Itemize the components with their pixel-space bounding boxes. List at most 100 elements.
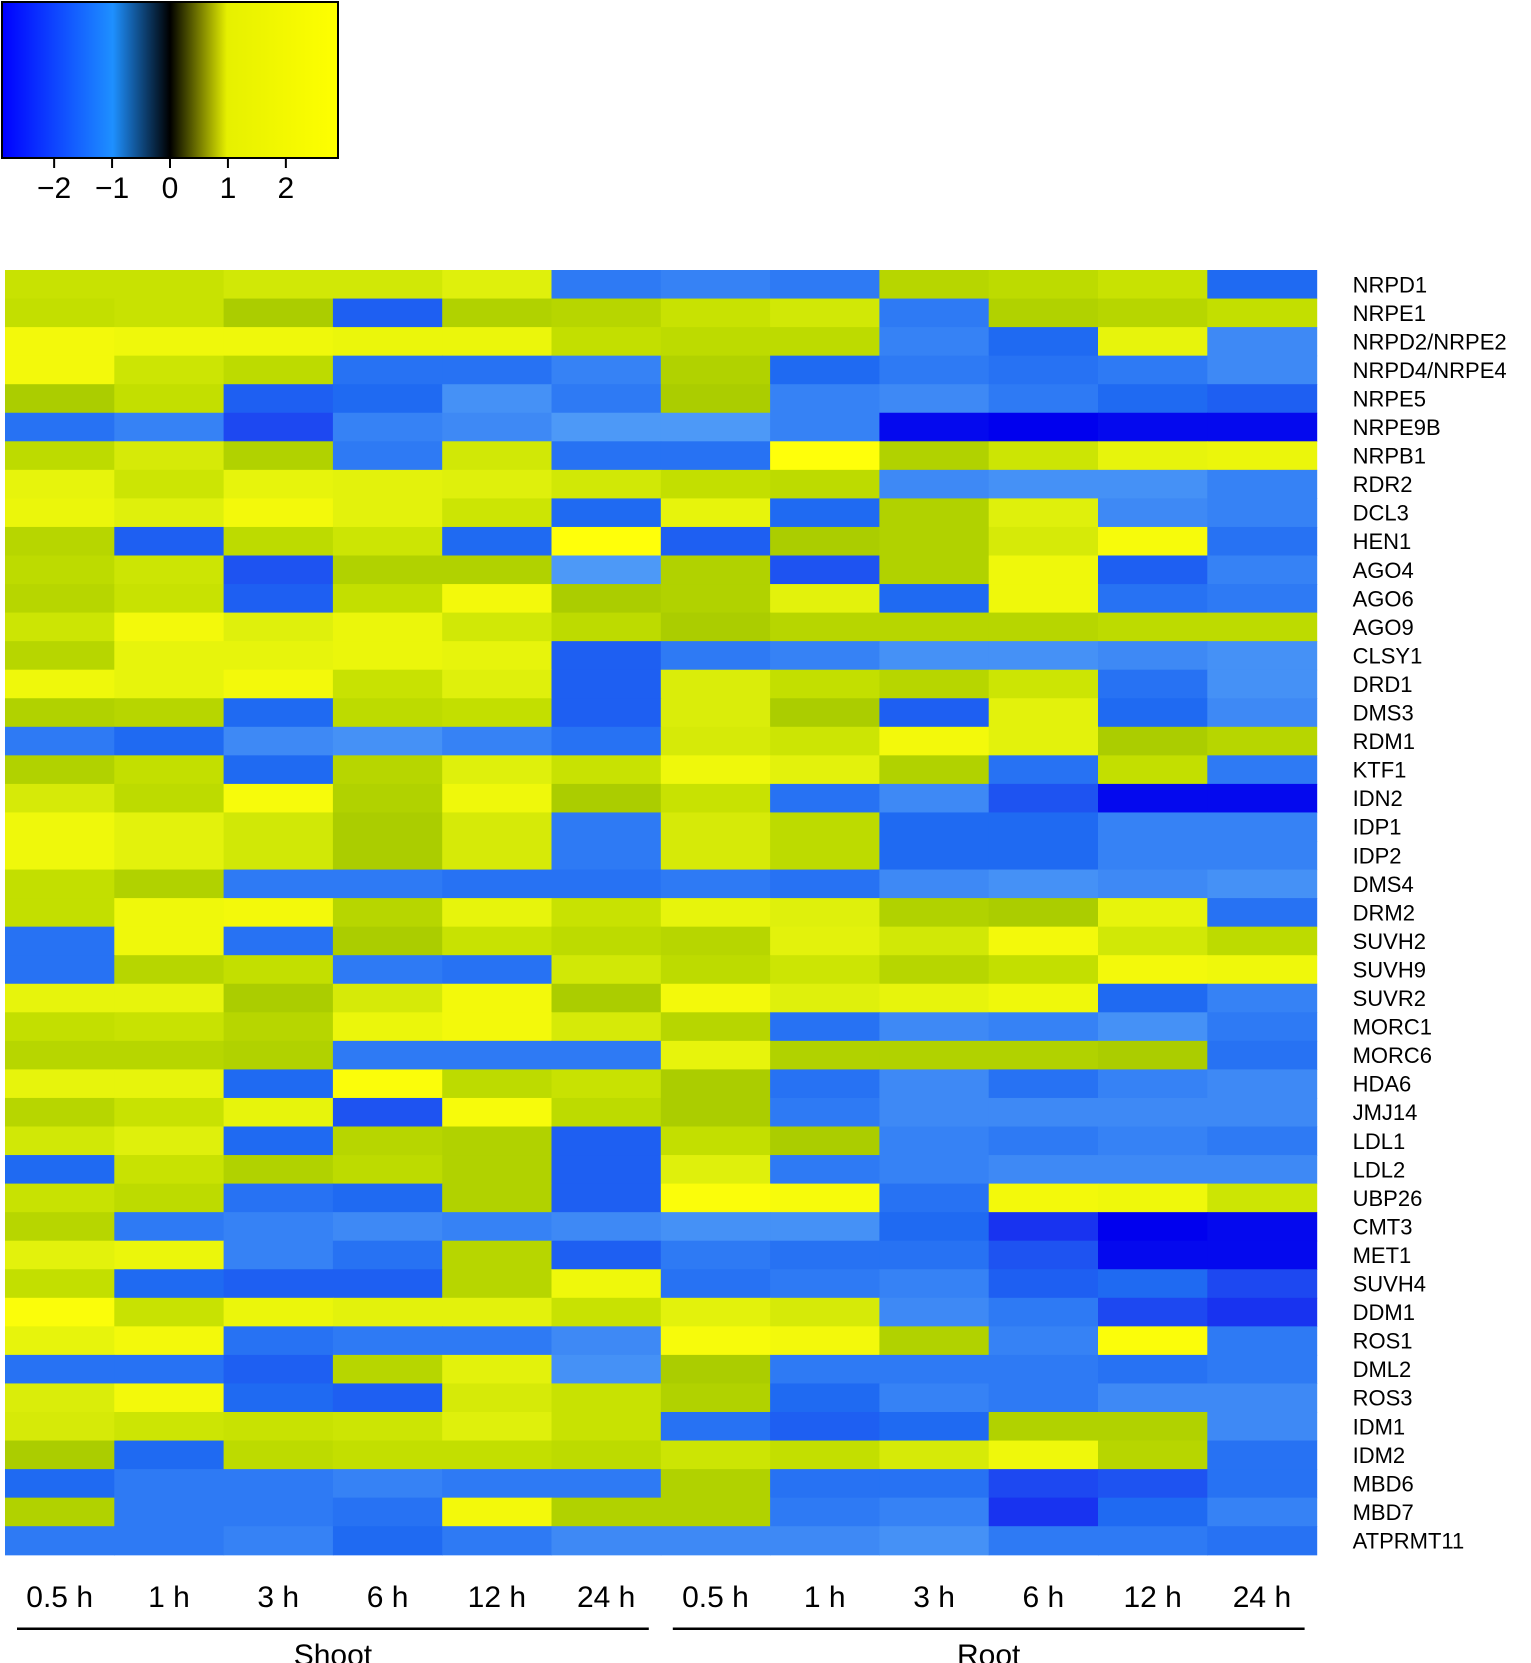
heatmap-cell xyxy=(332,412,443,442)
heatmap-cell xyxy=(879,755,990,785)
heatmap-cell xyxy=(551,641,662,671)
heatmap-cell xyxy=(1207,1212,1318,1242)
heatmap-cell xyxy=(660,812,771,842)
row-label: DDM1 xyxy=(1353,1300,1415,1325)
heatmap-cell xyxy=(442,441,553,471)
heatmap-cell xyxy=(5,555,115,585)
heatmap-cell xyxy=(660,584,771,614)
heatmap-cell xyxy=(551,1155,662,1185)
heatmap-cell xyxy=(223,1440,334,1470)
heatmap-cell xyxy=(660,1354,771,1385)
column-label: 0.5 h xyxy=(26,1581,93,1614)
heatmap-cell xyxy=(1098,1212,1208,1242)
heatmap-cell xyxy=(442,1469,553,1499)
heatmap-cell xyxy=(660,1497,771,1527)
heatmap-cell xyxy=(1207,898,1318,928)
heatmap-cell xyxy=(223,1097,334,1128)
heatmap-cell xyxy=(5,1212,115,1242)
heatmap-cell xyxy=(223,1126,334,1156)
heatmap-cell xyxy=(988,270,1099,300)
heatmap-cell xyxy=(332,755,443,785)
heatmap-cell xyxy=(114,726,225,756)
heatmap-cell xyxy=(879,783,990,814)
heatmap-cell xyxy=(770,983,880,1013)
heatmap-cell xyxy=(332,1297,443,1327)
heatmap-cell xyxy=(442,1155,553,1185)
heatmap-cell xyxy=(660,412,771,442)
heatmap-cell xyxy=(988,1155,1099,1185)
heatmap-cell xyxy=(770,669,880,699)
heatmap-cell xyxy=(114,298,225,328)
heatmap-cell xyxy=(770,298,880,328)
heatmap-cell xyxy=(770,1126,880,1156)
heatmap-cell xyxy=(332,1440,443,1470)
row-label: MORC6 xyxy=(1353,1043,1432,1068)
heatmap-cell xyxy=(332,327,443,357)
heatmap-cell xyxy=(442,1183,553,1213)
heatmap-cell xyxy=(879,384,990,414)
heatmap-cell xyxy=(1207,1012,1318,1042)
heatmap-cell xyxy=(442,355,553,385)
heatmap-cell xyxy=(1098,1497,1208,1527)
group-brackets: Shoot Root xyxy=(17,1627,1305,1663)
heatmap-cell xyxy=(660,1040,771,1070)
heatmap-cell xyxy=(551,612,662,642)
heatmap-cell xyxy=(442,641,553,671)
heatmap-cell xyxy=(988,1183,1099,1213)
heatmap-cell xyxy=(879,983,990,1013)
heatmap-cell xyxy=(660,270,771,300)
heatmap-cell xyxy=(551,1354,662,1385)
heatmap-cell xyxy=(442,584,553,614)
heatmap-cell xyxy=(5,812,115,842)
heatmap-cell xyxy=(114,1097,225,1128)
heatmap-cell xyxy=(1207,412,1318,442)
heatmap-cell xyxy=(879,1526,990,1556)
heatmap-cell xyxy=(223,1326,334,1356)
heatmap-cell xyxy=(879,327,990,357)
heatmap-cell xyxy=(223,1497,334,1527)
heatmap-cell xyxy=(660,1297,771,1327)
heatmap-cell xyxy=(988,1412,1099,1442)
heatmap-cell xyxy=(551,669,662,699)
heatmap-cell xyxy=(770,498,880,528)
heatmap-cell xyxy=(1098,1040,1208,1070)
heatmap-cell xyxy=(442,898,553,928)
row-label: HDA6 xyxy=(1353,1072,1412,1097)
heatmap-cell xyxy=(442,698,553,728)
heatmap-cell xyxy=(442,498,553,528)
heatmap-cell xyxy=(551,1526,662,1556)
heatmap-cell xyxy=(223,584,334,614)
column-label: 6 h xyxy=(367,1581,409,1614)
heatmap-cell xyxy=(442,926,553,956)
heatmap-cell xyxy=(660,441,771,471)
heatmap-cell xyxy=(114,526,225,557)
row-label: MORC1 xyxy=(1353,1015,1432,1040)
heatmap-cell xyxy=(551,726,662,756)
heatmap-cell xyxy=(770,1040,880,1070)
heatmap-cell xyxy=(332,1469,443,1499)
heatmap-cell xyxy=(114,1126,225,1156)
heatmap-cell xyxy=(1098,1526,1208,1556)
heatmap-cell xyxy=(5,841,115,871)
group-label: Shoot xyxy=(294,1639,373,1663)
heatmap-cell xyxy=(1098,755,1208,785)
heatmap-cell xyxy=(879,412,990,442)
heatmap-cell xyxy=(114,1412,225,1442)
heatmap-cell xyxy=(332,1012,443,1042)
heatmap-cell xyxy=(879,1297,990,1327)
heatmap-cell xyxy=(988,1069,1099,1099)
heatmap-cell xyxy=(223,1297,334,1327)
heatmap-cell xyxy=(114,812,225,842)
heatmap-cell xyxy=(223,270,334,300)
heatmap-cell xyxy=(332,1183,443,1213)
heatmap-cell xyxy=(770,1412,880,1442)
heatmap-cell xyxy=(770,1526,880,1556)
heatmap-cell xyxy=(5,355,115,385)
heatmap-cell xyxy=(332,783,443,814)
heatmap-cell xyxy=(660,469,771,499)
heatmap-cell xyxy=(5,1040,115,1070)
heatmap-cell xyxy=(114,1326,225,1356)
heatmap-cell xyxy=(5,1069,115,1099)
heatmap-cell xyxy=(879,469,990,499)
heatmap-cell xyxy=(1098,1240,1208,1270)
